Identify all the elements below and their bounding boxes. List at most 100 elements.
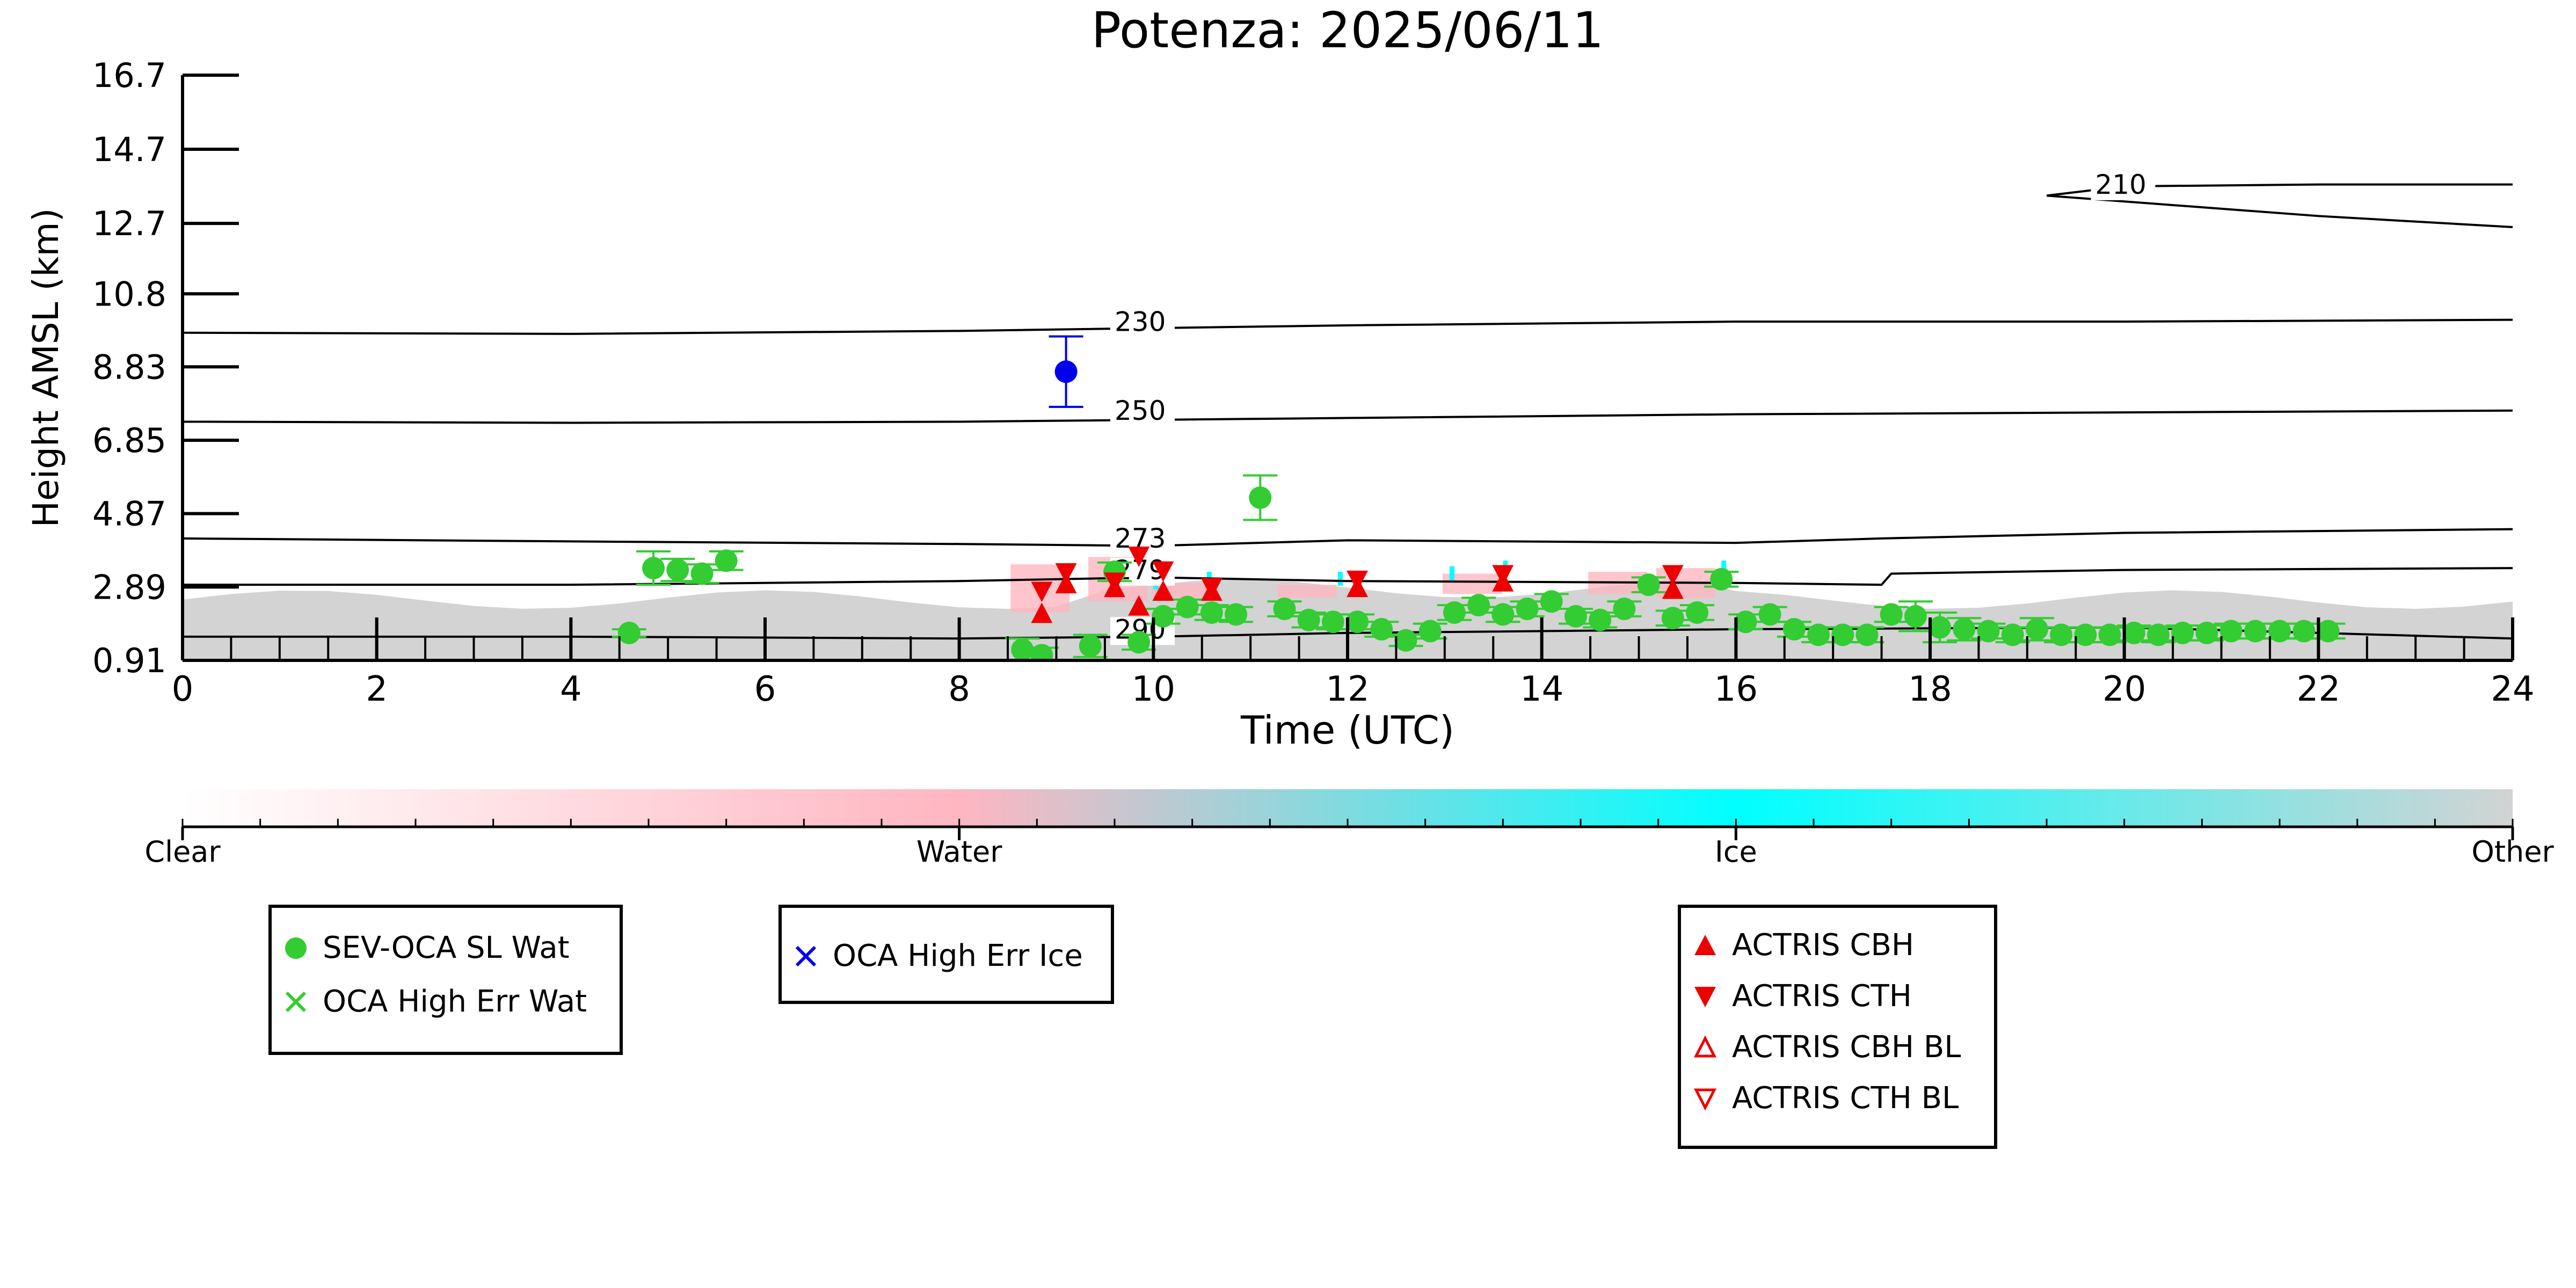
legend-label: ACTRIS CBH — [1732, 928, 1915, 963]
data-point — [1127, 631, 1151, 654]
data-point — [1516, 598, 1539, 621]
isotherm-line-230 — [183, 318, 2513, 335]
x-tick-label: 0 — [172, 670, 194, 709]
data-point — [2317, 620, 2340, 643]
data-point — [2001, 623, 2024, 646]
legend-item-sev-oca-sl-wat: SEV-OCA SL Wat — [272, 929, 620, 967]
legend-label: SEV-OCA SL Wat — [323, 930, 570, 965]
y-tick-label: 0.91 — [92, 641, 166, 680]
data-point — [1030, 644, 1053, 660]
isotherm-label: 230 — [1115, 306, 1166, 337]
colorbar-label: Clear — [144, 835, 221, 869]
green-circle-marker-icon — [285, 937, 307, 959]
legend-label: OCA High Err Wat — [323, 984, 587, 1019]
legend-item-actris-cth: ACTRIS CTH — [1681, 978, 1994, 1015]
y-tick-label: 10.8 — [92, 274, 166, 314]
data-point — [2098, 623, 2121, 646]
green-x-marker-icon — [285, 991, 307, 1013]
x-axis-label: Time (UTC) — [1240, 708, 1454, 753]
x-tick-label: 22 — [2297, 670, 2340, 709]
red-open-triangle-up-icon — [1693, 1035, 1717, 1058]
data-point-cbh — [1128, 595, 1150, 616]
data-point — [1273, 598, 1296, 621]
data-point — [1011, 638, 1034, 660]
data-point-cth — [1200, 578, 1222, 599]
data-point — [617, 621, 641, 644]
red-open-triangle-down-icon — [1693, 1088, 1717, 1111]
isotherm-label-bg — [2091, 172, 2156, 200]
x-tick-label: 6 — [754, 670, 776, 709]
data-point — [1734, 610, 1757, 634]
ice-speck — [1337, 572, 1343, 586]
isotherm-line-210 — [2046, 183, 2513, 197]
isotherm-label-bg — [1110, 309, 1175, 338]
data-point-cbh — [1662, 578, 1684, 599]
isotherm-line-210-lower — [2046, 194, 2513, 229]
legend-actris: ACTRIS CBH ACTRIS CTH ACTRIS CBH BL ACTR… — [1678, 905, 1997, 1149]
data-point — [690, 562, 714, 585]
data-point-cth — [1347, 570, 1369, 591]
data-point — [715, 549, 738, 572]
data-point — [1637, 573, 1660, 596]
data-point — [1589, 608, 1612, 631]
isotherm-label: 250 — [1115, 395, 1166, 426]
data-point-cth — [1492, 565, 1514, 586]
data-point — [1710, 567, 1733, 591]
x-tick-label: 14 — [1520, 670, 1563, 709]
data-point — [1225, 603, 1248, 626]
legend-label: OCA High Err Ice — [833, 938, 1083, 973]
isotherm-line-250 — [183, 409, 2513, 424]
data-point — [1564, 605, 1587, 628]
data-point — [1929, 616, 1952, 639]
data-point — [1661, 607, 1684, 630]
x-tick-label: 4 — [560, 670, 582, 709]
y-tick-label: 6.85 — [92, 421, 166, 460]
data-point — [1467, 594, 1490, 617]
x-tick-label: 18 — [1908, 670, 1952, 709]
isotherm-line-273 — [183, 528, 2513, 547]
data-point — [2171, 621, 2194, 644]
legend-item-oca-high-err-ice: OCA High Err Ice — [782, 937, 1111, 975]
data-point-cbh — [1152, 580, 1174, 601]
red-triangle-up-icon — [1694, 935, 1716, 955]
data-point — [1394, 629, 1417, 652]
data-point — [1758, 603, 1781, 626]
data-point — [1418, 620, 1442, 643]
blue-x-marker-icon — [795, 945, 817, 967]
data-point — [2293, 620, 2316, 643]
legend-item-oca-high-err-wat: OCA High Err Wat — [272, 983, 620, 1021]
data-point — [2025, 618, 2048, 641]
y-tick-label: 16.7 — [92, 56, 166, 95]
data-point — [1443, 601, 1466, 624]
y-tick-label: 8.83 — [92, 347, 166, 387]
legend-oca-ice: OCA High Err Ice — [778, 905, 1114, 1004]
data-point — [2074, 623, 2097, 646]
data-point — [1249, 486, 1272, 509]
legend-label: ACTRIS CTH — [1732, 979, 1912, 1014]
data-point — [1807, 623, 1830, 646]
x-tick-label: 20 — [2102, 670, 2146, 709]
data-point-cth — [1152, 561, 1174, 582]
x-tick-label: 8 — [948, 670, 970, 709]
legend-item-actris-cbh: ACTRIS CBH — [1681, 927, 1994, 964]
red-triangle-down-icon — [1694, 987, 1716, 1007]
data-point — [666, 558, 689, 581]
data-point — [1176, 595, 1199, 618]
legend-label: ACTRIS CTH BL — [1732, 1081, 1959, 1116]
data-point — [1491, 603, 1515, 626]
chart-title: Potenza: 2025/06/11 — [1091, 2, 1604, 59]
water-patch — [1277, 585, 1337, 598]
x-tick-label: 16 — [1714, 670, 1758, 709]
data-point — [1953, 618, 1976, 641]
data-point — [1346, 610, 1369, 634]
x-tick-label: 10 — [1132, 670, 1175, 709]
data-point — [1321, 610, 1344, 634]
isotherm-label: 210 — [2095, 169, 2146, 200]
x-tick-label: 2 — [366, 670, 388, 709]
data-point — [2122, 621, 2145, 644]
legend-label: ACTRIS CBH BL — [1732, 1030, 1961, 1065]
data-point — [2050, 623, 2073, 646]
data-point — [1782, 618, 1806, 641]
y-axis-label: Height AMSL (km) — [25, 208, 67, 528]
